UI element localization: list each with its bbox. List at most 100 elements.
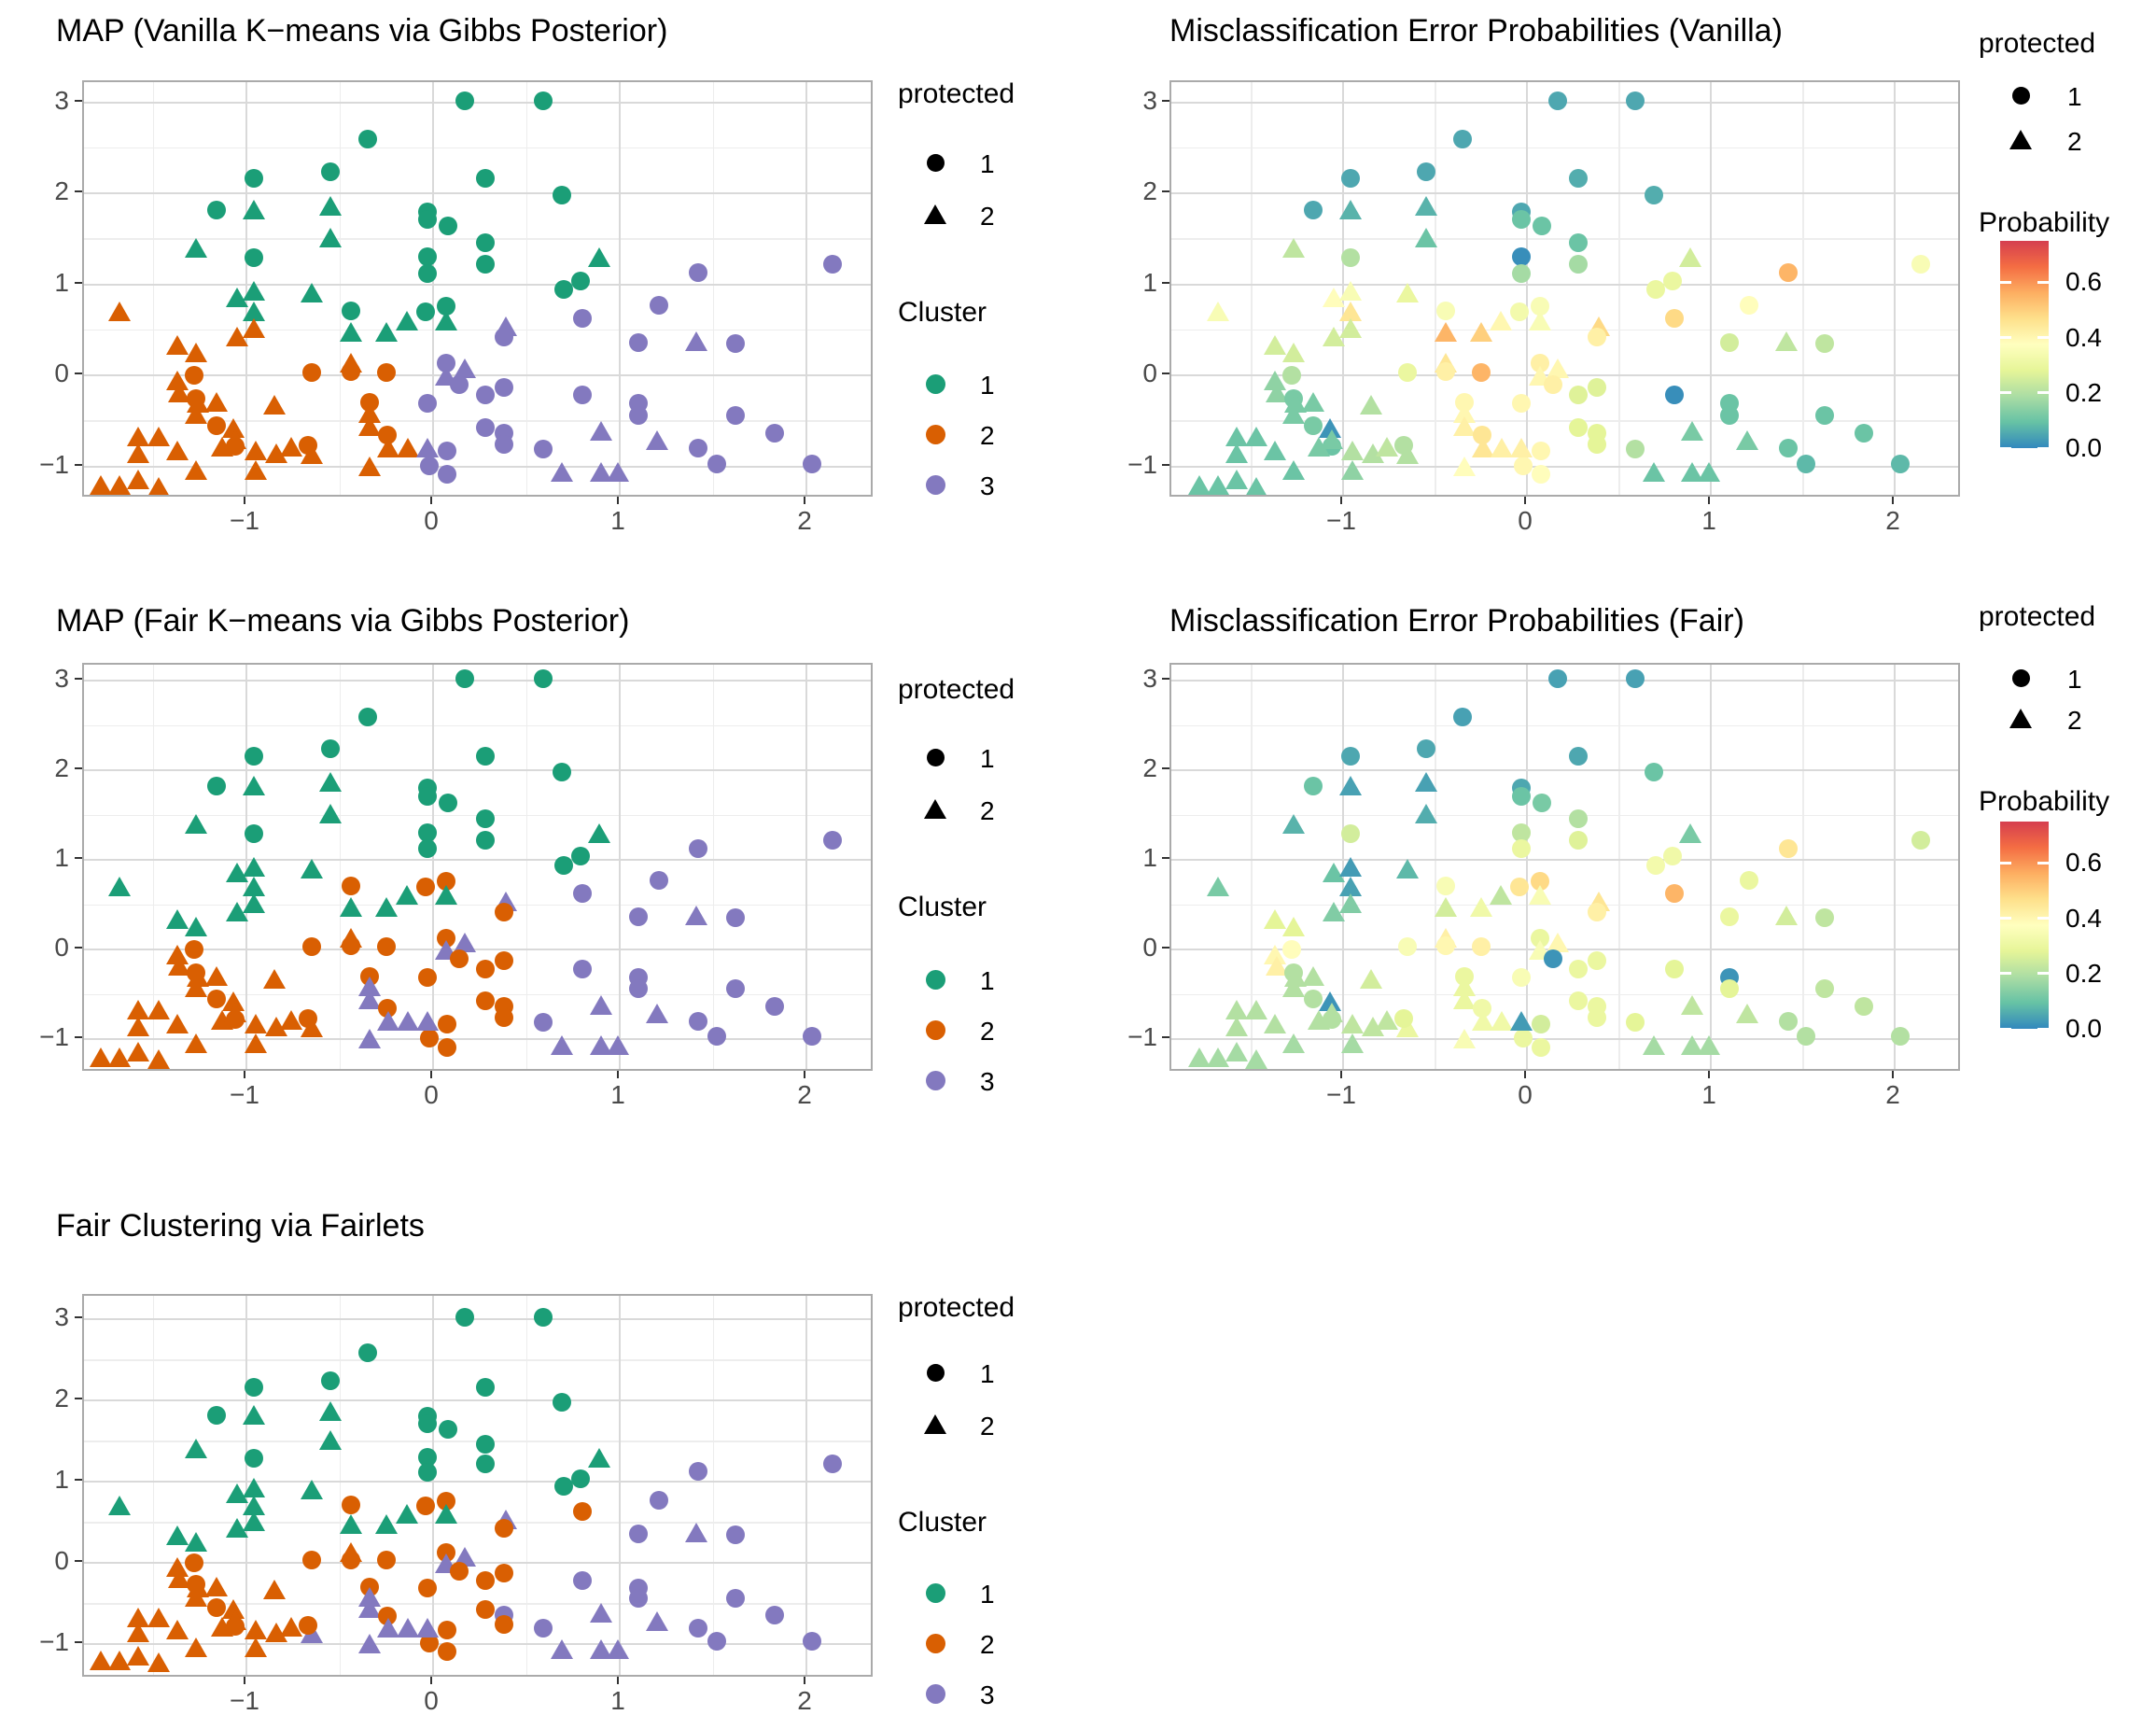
data-point-triangle: [245, 1013, 267, 1033]
data-point-circle: [571, 1469, 590, 1488]
legend-cluster-label: 1: [980, 371, 995, 400]
colorbar-tick: [2037, 917, 2049, 921]
data-point-triangle: [185, 1638, 207, 1658]
x-major-gridline: [432, 665, 434, 1069]
x-tick-mark: [1892, 497, 1894, 504]
legend-cluster-swatch-2: [925, 424, 945, 444]
data-point-triangle: [1340, 440, 1364, 460]
x-minor-gridline: [339, 665, 341, 1069]
y-tick-label: 1: [54, 1465, 69, 1494]
y-tick-label: −1: [39, 1627, 69, 1656]
data-point-circle: [689, 1461, 707, 1481]
data-point-circle: [1911, 255, 1930, 274]
data-point-triangle: [1469, 322, 1492, 343]
data-point-triangle: [1414, 804, 1437, 824]
data-point-triangle: [127, 1016, 149, 1036]
data-point-triangle: [358, 456, 381, 476]
data-point-circle: [1512, 823, 1532, 843]
data-point-triangle: [147, 1000, 170, 1020]
data-point-circle: [573, 308, 592, 328]
y-tick-label: 1: [54, 267, 69, 297]
data-point-circle: [1719, 405, 1739, 425]
x-major-gridline: [432, 1296, 434, 1675]
data-point-triangle: [185, 403, 207, 424]
data-point-circle: [629, 979, 648, 999]
data-point-triangle: [1395, 283, 1419, 303]
x-major-gridline: [619, 665, 621, 1069]
colorbar-tick-label: 0.0: [2065, 1014, 2102, 1043]
y-major-gridline: [84, 859, 871, 861]
data-point-circle: [1543, 374, 1562, 394]
data-point-triangle: [1225, 443, 1248, 463]
data-point-triangle: [375, 1514, 398, 1535]
data-point-triangle: [243, 876, 265, 896]
data-point-triangle: [243, 1511, 265, 1531]
data-point-triangle: [1491, 438, 1514, 457]
data-point-triangle: [377, 1010, 399, 1031]
data-point-triangle: [1414, 227, 1437, 247]
x-tick-label: 2: [1885, 506, 1900, 535]
data-point-circle: [245, 824, 263, 844]
y-tick-mark: [1162, 190, 1169, 192]
legend-cluster-swatch-1: [925, 373, 945, 394]
y-minor-gridline: [1171, 724, 1958, 726]
y-major-gridline: [84, 1399, 871, 1401]
data-point-triangle: [243, 1404, 265, 1425]
data-point-triangle: [340, 322, 362, 343]
data-point-circle: [418, 247, 437, 267]
y-minor-gridline: [84, 904, 871, 906]
data-point-circle: [321, 162, 340, 181]
data-point-circle: [1587, 902, 1606, 921]
data-point-triangle: [1469, 896, 1492, 917]
data-point-triangle: [590, 994, 612, 1015]
data-point-circle: [476, 169, 495, 189]
data-point-circle: [299, 1008, 317, 1028]
x-tick-mark: [1892, 1071, 1894, 1078]
data-point-triangle: [454, 358, 476, 379]
legend-protected-circle-icon: [2011, 86, 2030, 105]
x-major-gridline: [1894, 82, 1896, 495]
data-point-triangle: [108, 1651, 131, 1671]
data-point-circle: [1662, 271, 1682, 290]
y-tick-label: 3: [54, 1302, 69, 1331]
data-point-circle: [342, 301, 360, 320]
y-tick-label: −1: [39, 1022, 69, 1051]
data-point-circle: [439, 793, 457, 812]
data-point-triangle: [1359, 395, 1382, 415]
data-point-circle: [1531, 465, 1550, 485]
data-point-circle: [1626, 669, 1645, 689]
data-point-triangle: [1679, 247, 1702, 268]
data-point-triangle: [185, 977, 207, 998]
data-point-circle: [1569, 386, 1589, 405]
data-point-circle: [1778, 1011, 1798, 1031]
data-point-triangle: [108, 301, 131, 321]
data-point-triangle: [166, 334, 189, 355]
data-point-triangle: [551, 1034, 573, 1055]
x-minor-gridline: [525, 1296, 527, 1675]
y-major-gridline: [84, 374, 871, 376]
legend-title-protected: protected: [898, 1292, 1015, 1323]
y-major-gridline: [1171, 1038, 1958, 1040]
data-point-circle: [707, 454, 726, 473]
x-tick-mark: [617, 497, 619, 504]
data-point-circle: [689, 838, 707, 858]
data-point-triangle: [1642, 1034, 1665, 1055]
data-point-triangle: [147, 1608, 170, 1628]
data-point-circle: [573, 1502, 592, 1522]
data-point-triangle: [319, 772, 342, 793]
data-point-triangle: [1698, 462, 1721, 483]
y-tick-mark: [75, 1316, 82, 1318]
legend-title-cluster: Cluster: [898, 892, 987, 922]
data-point-triangle: [685, 330, 707, 351]
data-point-circle: [476, 386, 495, 405]
data-point-circle: [342, 1550, 360, 1569]
y-tick-label: 0: [1142, 358, 1157, 387]
data-point-triangle: [375, 322, 398, 343]
legend-protected-label: 2: [2067, 127, 2082, 156]
probability-colorbar: [2000, 822, 2049, 1029]
data-point-triangle: [1471, 438, 1494, 457]
data-point-circle: [418, 823, 437, 843]
data-point-triangle: [1510, 1010, 1533, 1031]
data-point-circle: [1797, 1027, 1816, 1047]
x-minor-gridline: [712, 1296, 714, 1675]
